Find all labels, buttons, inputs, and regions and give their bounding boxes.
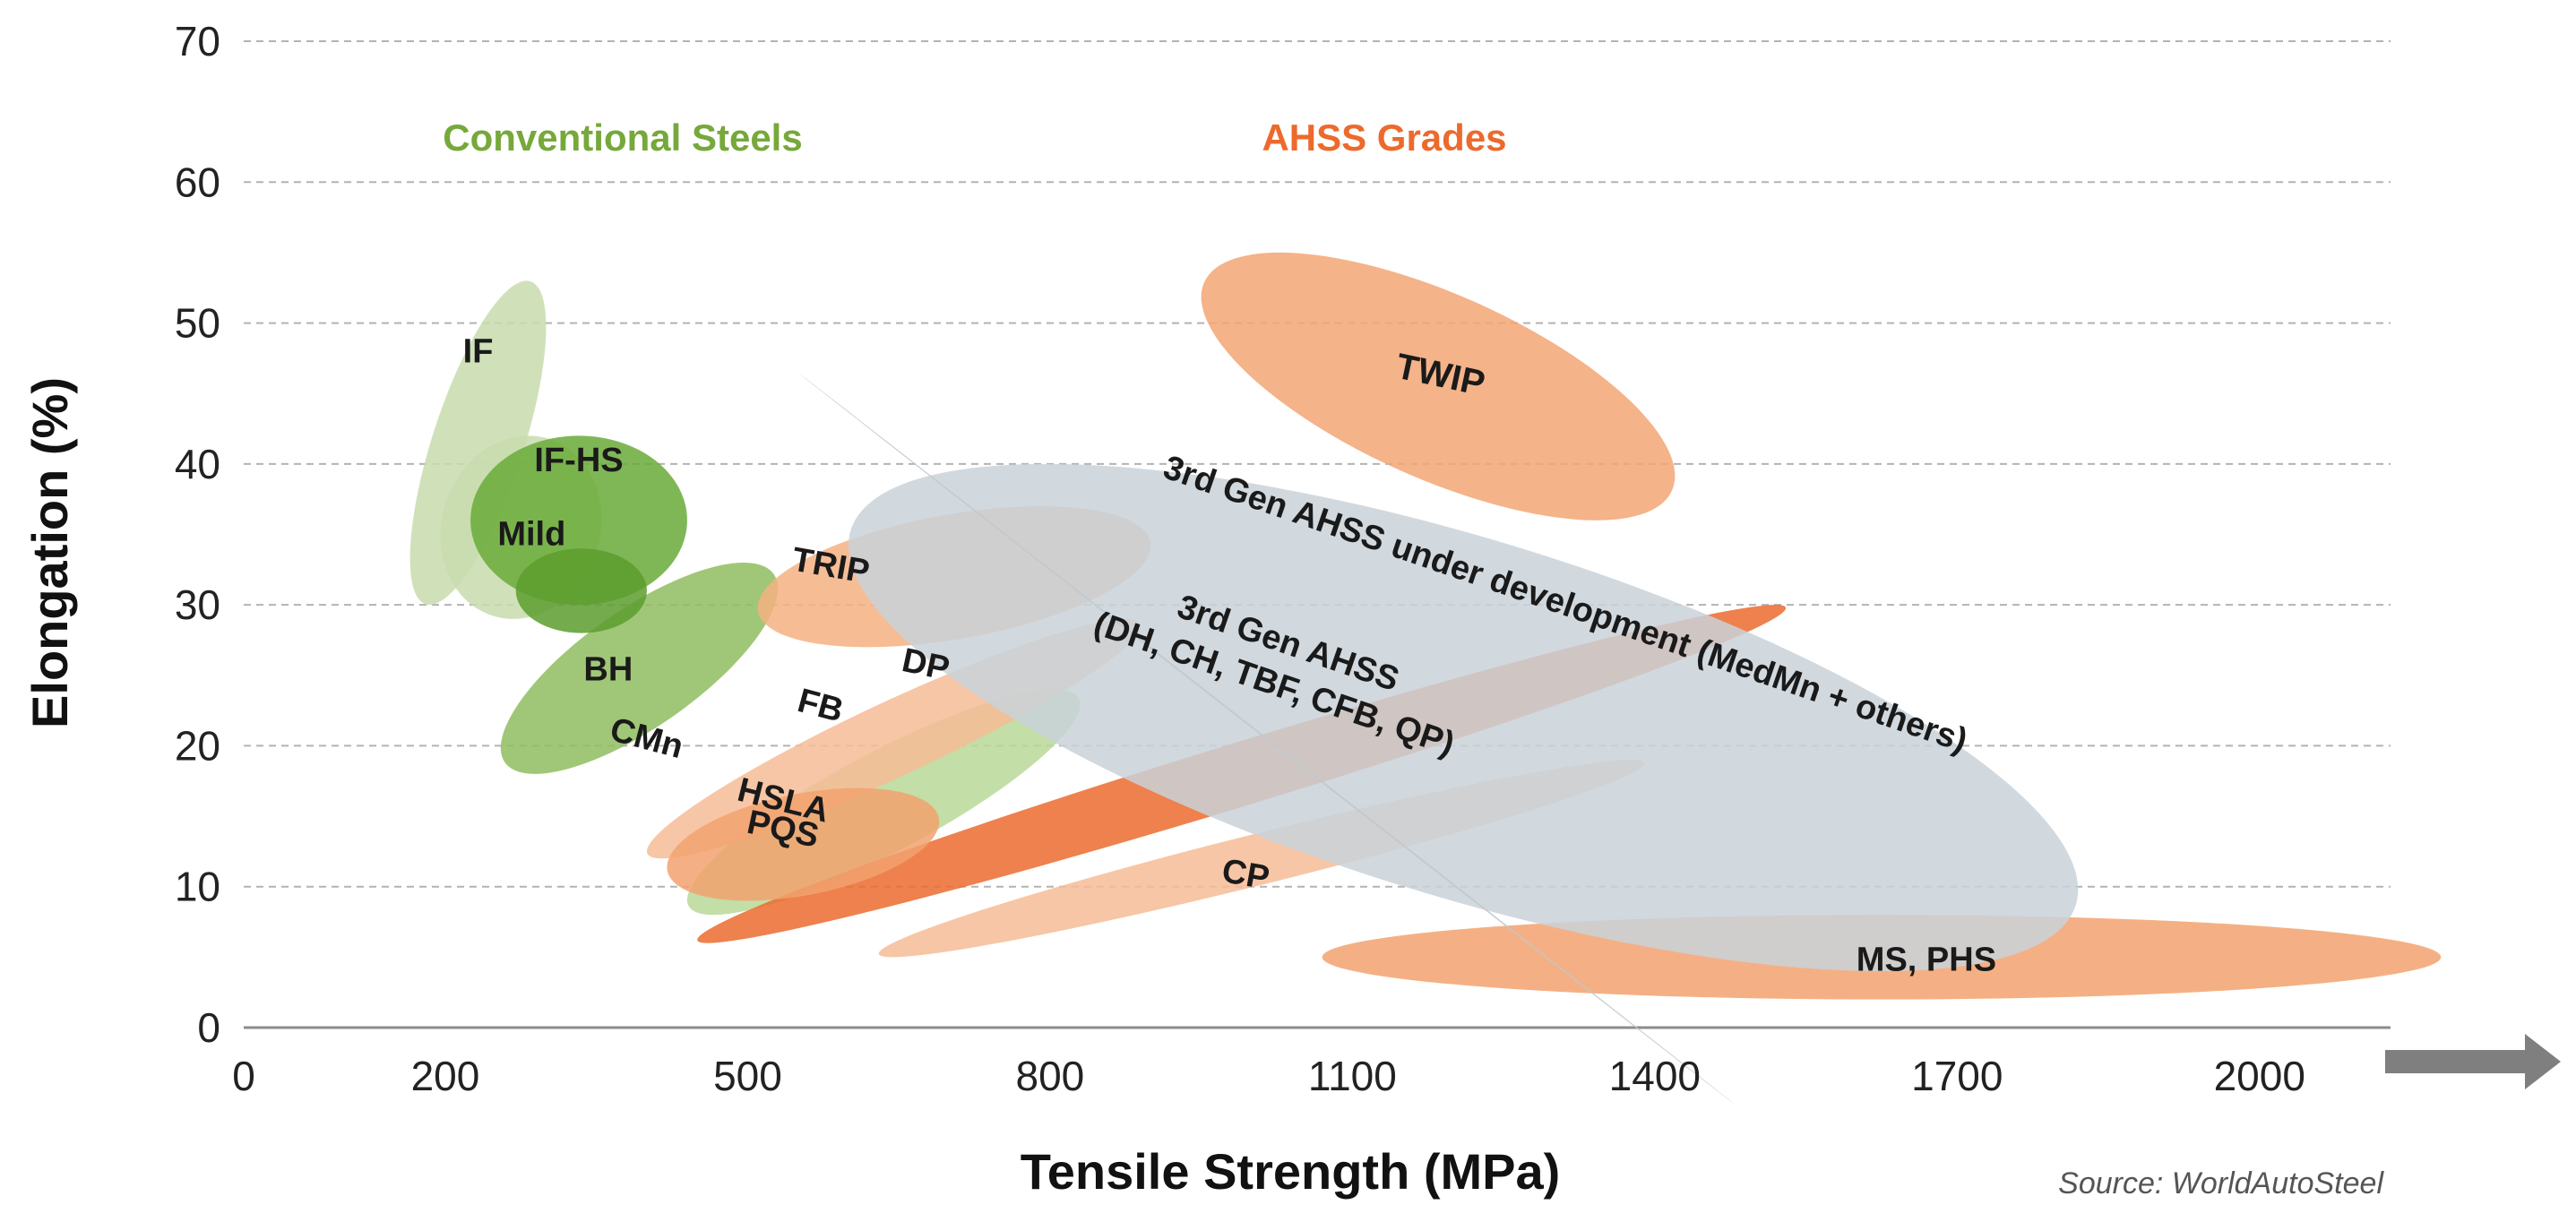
region-pqs — [667, 787, 940, 901]
source-note: Source: WorldAutoSteel — [2058, 1166, 2384, 1200]
x-tick-label: 2000 — [2214, 1053, 2305, 1099]
y-tick-label: 60 — [175, 159, 220, 205]
label-cp: CP — [1219, 852, 1272, 898]
region-bh — [515, 548, 647, 633]
region-twip — [1201, 252, 1676, 521]
label-mild: Mild — [497, 516, 565, 554]
y-tick-label: 50 — [175, 300, 220, 347]
conventional-steels-label: Conventional Steels — [443, 116, 802, 159]
region-3rd-gen-ahss-under-development-medmn-others — [848, 463, 2079, 972]
x-tick-label: 800 — [1016, 1053, 1085, 1099]
y-tick-label: 40 — [175, 441, 220, 487]
x-tick-label: 500 — [713, 1053, 782, 1099]
x-tick-label: 1400 — [1609, 1053, 1701, 1099]
y-axis-title: Elongation (%) — [22, 377, 78, 728]
y-axis-ticks: 0 10 20 30 40 50 60 70 — [175, 18, 220, 1051]
label-ms-phs: MS, PHS — [1857, 941, 1996, 978]
ahss-grades-label: AHSS Grades — [1262, 116, 1506, 159]
x-axis-arrow-icon — [2385, 1034, 2561, 1089]
label-bh: BH — [583, 650, 633, 688]
region-if-hs — [470, 435, 687, 606]
x-tick-label: 0 — [232, 1053, 255, 1099]
steel-regions — [409, 252, 2442, 1105]
y-tick-label: 30 — [175, 581, 220, 628]
label-if: IF — [463, 332, 494, 370]
x-tick-label: 200 — [411, 1053, 480, 1099]
x-axis-title: Tensile Strength (MPa) — [1021, 1143, 1561, 1200]
y-tick-label: 10 — [175, 864, 220, 910]
region-cmn — [500, 562, 779, 774]
y-tick-label: 0 — [197, 1004, 220, 1051]
x-tick-label: 1700 — [1911, 1053, 2003, 1099]
x-tick-label: 1100 — [1308, 1053, 1397, 1099]
label-cmn: CMn — [606, 710, 686, 766]
region-3rd-gen-ahss-dh-ch-tbf-cfb-qp — [798, 373, 1736, 1105]
y-tick-label: 20 — [175, 722, 220, 769]
label-if-hs: IF-HS — [534, 442, 623, 479]
x-axis-ticks: 0 200 500 800 1100 1400 1700 2000 — [232, 1053, 2305, 1099]
label-fb: FB — [794, 682, 848, 730]
y-tick-label: 70 — [175, 18, 220, 65]
